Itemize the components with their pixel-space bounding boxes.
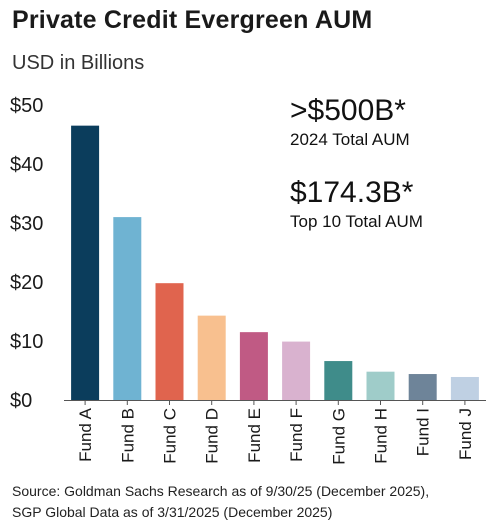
bar bbox=[71, 125, 100, 401]
y-tick-label: $20 bbox=[10, 272, 43, 294]
y-tick-label: $0 bbox=[10, 390, 32, 412]
top10-aum-value: $174.3B* bbox=[290, 176, 414, 209]
x-tick-label: Fund G bbox=[329, 408, 348, 465]
bar bbox=[113, 217, 142, 400]
source-line: SGP Global Data as of 3/31/2025 (Decembe… bbox=[12, 504, 333, 520]
bar-chart: $0 $10 $20 $30 $40 $50 Fund A Fund B Fund C Fund … bbox=[10, 95, 486, 465]
chart-title: Private Credit Evergreen AUM bbox=[12, 6, 373, 34]
source-line: Source: Goldman Sachs Research as of 9/3… bbox=[12, 483, 430, 499]
top10-aum-label: Top 10 Total AUM bbox=[290, 212, 423, 231]
x-tick-label: Fund J bbox=[456, 408, 475, 460]
x-tick-label: Fund I bbox=[414, 408, 433, 456]
x-tick-label: Fund D bbox=[203, 408, 222, 464]
total-aum-value: >$500B* bbox=[290, 94, 406, 127]
bar bbox=[282, 341, 311, 400]
x-tick-label: Fund A bbox=[76, 407, 95, 462]
x-tick-label: Fund H bbox=[372, 408, 391, 464]
x-tick-label: Fund B bbox=[118, 408, 137, 463]
x-tick-label: Fund C bbox=[161, 408, 180, 464]
total-aum-label: 2024 Total AUM bbox=[290, 130, 410, 149]
bar bbox=[197, 315, 226, 400]
bar bbox=[155, 283, 184, 400]
y-tick-label: $50 bbox=[10, 95, 43, 117]
bar bbox=[408, 374, 437, 400]
y-tick-label: $30 bbox=[10, 213, 43, 235]
y-tick-label: $10 bbox=[10, 331, 43, 353]
chart-subtitle: USD in Billions bbox=[12, 52, 145, 74]
bar bbox=[239, 332, 268, 400]
x-tick-label: Fund E bbox=[245, 408, 264, 463]
bar bbox=[324, 361, 353, 400]
bar bbox=[366, 371, 395, 400]
bar bbox=[450, 376, 479, 400]
source-note: Source: Goldman Sachs Research as of 9/3… bbox=[12, 481, 429, 523]
x-tick-label: Fund F bbox=[287, 408, 306, 462]
y-tick-label: $40 bbox=[10, 154, 43, 176]
